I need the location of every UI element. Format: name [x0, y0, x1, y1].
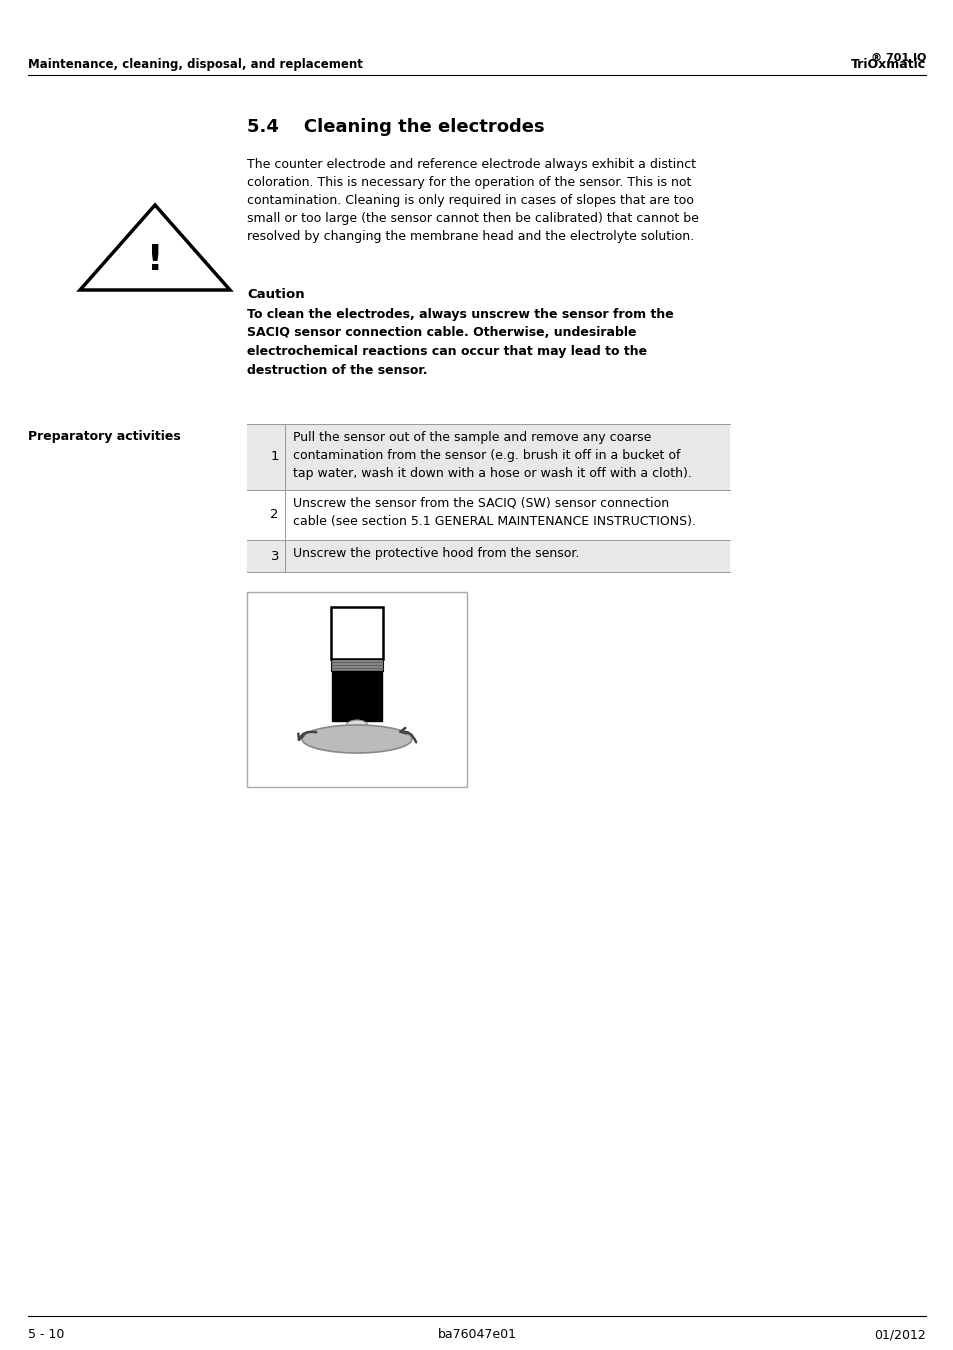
- FancyBboxPatch shape: [247, 490, 729, 540]
- FancyBboxPatch shape: [247, 424, 729, 490]
- Text: 1: 1: [271, 451, 278, 463]
- Text: Preparatory activities: Preparatory activities: [28, 431, 180, 443]
- Text: !: !: [147, 243, 163, 277]
- Text: Unscrew the sensor from the SACIQ (SW) sensor connection
cable (see section 5.1 : Unscrew the sensor from the SACIQ (SW) s…: [293, 497, 696, 528]
- Text: Maintenance, cleaning, disposal, and replacement: Maintenance, cleaning, disposal, and rep…: [28, 58, 362, 72]
- FancyBboxPatch shape: [247, 540, 729, 572]
- Text: ® 701 IQ: ® 701 IQ: [870, 53, 925, 62]
- Text: 5 - 10: 5 - 10: [28, 1328, 64, 1341]
- FancyBboxPatch shape: [331, 608, 382, 659]
- Text: ba76047e01: ba76047e01: [437, 1328, 516, 1341]
- FancyBboxPatch shape: [247, 593, 467, 787]
- Text: TriOxmatic: TriOxmatic: [850, 58, 925, 72]
- Text: 5.4    Cleaning the electrodes: 5.4 Cleaning the electrodes: [247, 117, 544, 136]
- Text: 2: 2: [271, 509, 278, 521]
- Text: 3: 3: [271, 549, 278, 563]
- FancyBboxPatch shape: [331, 659, 382, 671]
- Text: The counter electrode and reference electrode always exhibit a distinct
colorati: The counter electrode and reference elec…: [247, 158, 699, 243]
- Text: Caution: Caution: [247, 288, 304, 301]
- Ellipse shape: [302, 725, 412, 753]
- Ellipse shape: [346, 720, 368, 732]
- Text: To clean the electrodes, always unscrew the sensor from the
SACIQ sensor connect: To clean the electrodes, always unscrew …: [247, 308, 673, 377]
- Text: 01/2012: 01/2012: [873, 1328, 925, 1341]
- Text: Pull the sensor out of the sample and remove any coarse
contamination from the s: Pull the sensor out of the sample and re…: [293, 431, 691, 481]
- FancyBboxPatch shape: [332, 671, 381, 721]
- Text: Unscrew the protective hood from the sensor.: Unscrew the protective hood from the sen…: [293, 547, 578, 560]
